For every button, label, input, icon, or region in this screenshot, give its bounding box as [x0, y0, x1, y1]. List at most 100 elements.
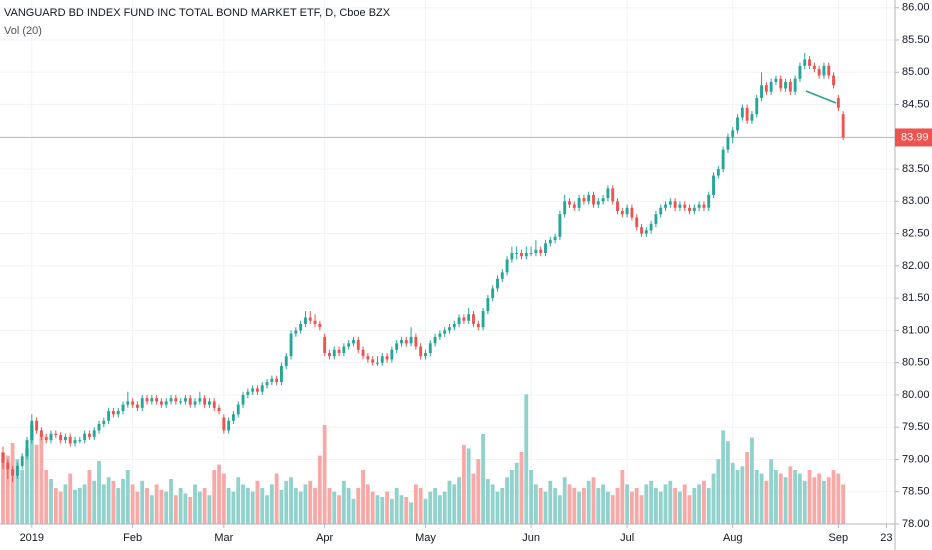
candle-body: [256, 388, 259, 392]
volume-bar: [461, 444, 466, 524]
y-tick-label: 78.00: [902, 518, 930, 530]
candle-body: [78, 440, 82, 442]
candle-body: [207, 401, 211, 405]
candle-body: [376, 362, 379, 364]
volume-bar: [337, 495, 341, 524]
candle-body: [548, 240, 552, 244]
candle-body: [241, 394, 245, 405]
volume-bar: [601, 484, 606, 524]
y-tick-label: 85.50: [902, 34, 930, 46]
volume-bar: [692, 488, 697, 524]
volume-bar: [524, 394, 529, 524]
volume-bar: [615, 488, 620, 524]
volume-bar: [754, 470, 759, 524]
volume-bar: [505, 477, 510, 524]
volume-bar: [97, 461, 101, 524]
volume-bar: [629, 491, 634, 524]
candle-body: [630, 207, 634, 218]
volume-bar: [241, 484, 245, 524]
candle-body: [59, 434, 63, 441]
candle-body: [121, 404, 125, 412]
volume-bar: [39, 434, 44, 524]
candle-body: [611, 188, 615, 202]
candle-body: [563, 201, 567, 215]
volume-bar: [289, 477, 293, 524]
volume-bar: [44, 470, 49, 524]
candle-body: [49, 433, 53, 441]
volume-bar: [5, 455, 10, 524]
candle-body: [438, 333, 442, 337]
volume-bar: [509, 470, 514, 524]
volume-bar: [260, 488, 265, 524]
candle-body: [352, 340, 355, 344]
y-tick-label: 85.00: [902, 66, 930, 78]
volume-bar: [101, 484, 106, 524]
volume-bar: [380, 497, 385, 524]
volume-bar: [788, 466, 793, 524]
candle-body: [524, 252, 528, 257]
candle-body: [774, 78, 778, 82]
candle-body: [712, 175, 715, 195]
candle-body: [721, 149, 725, 170]
volume-bar: [529, 470, 534, 524]
y-tick-label: 86.00: [902, 2, 930, 14]
candle-body: [529, 252, 533, 254]
candle-body: [385, 356, 389, 360]
candle-body: [145, 398, 149, 402]
candle-body: [496, 278, 499, 289]
candle-body: [183, 398, 187, 402]
candle-body: [83, 433, 87, 441]
candle-body: [428, 343, 432, 353]
volume-bar: [817, 473, 822, 524]
candle-body: [198, 398, 202, 402]
candle-body: [102, 420, 106, 424]
volume-bar: [250, 491, 255, 524]
candle-body: [212, 401, 216, 408]
candle-body: [63, 436, 67, 441]
volume-bar: [740, 466, 745, 524]
volume-bar: [836, 473, 841, 524]
volume-bar: [702, 480, 706, 524]
volume-bar: [802, 480, 807, 524]
candle-body: [659, 207, 663, 215]
volume-bar: [418, 488, 423, 524]
candle-body: [289, 333, 293, 357]
y-tick-label: 82.00: [902, 260, 930, 272]
candle-body: [649, 223, 653, 231]
candle-body: [11, 469, 15, 476]
volume-bar: [389, 498, 394, 524]
candle-body: [779, 78, 783, 89]
volume-bar: [519, 452, 524, 524]
x-tick-label: Mar: [214, 532, 233, 544]
volume-bar: [370, 491, 375, 524]
candle-body: [1, 453, 5, 463]
candle-body: [544, 243, 547, 253]
volume-bar: [581, 488, 586, 524]
volume-bar: [538, 488, 543, 524]
volume-bar: [620, 470, 625, 524]
candle-body: [457, 317, 461, 324]
y-tick-label: 81.00: [902, 324, 930, 336]
volume-bar: [269, 484, 274, 524]
volume-bar: [774, 470, 778, 524]
volume-bar: [653, 488, 658, 524]
candle-body: [707, 194, 711, 208]
x-tick-label: Aug: [723, 532, 743, 544]
volume-bar: [428, 491, 433, 524]
candle-body: [361, 349, 365, 357]
candle-body: [592, 194, 595, 205]
x-tick-label: Jul: [620, 532, 634, 544]
candle-body: [539, 249, 543, 253]
volume-bar: [202, 488, 207, 524]
candle-body: [366, 356, 370, 360]
volume-bar: [73, 489, 77, 524]
volume-bar: [293, 488, 298, 524]
volume-bar: [514, 462, 519, 524]
candle-body: [222, 417, 226, 431]
volume-bar: [783, 477, 788, 524]
candle-body: [755, 98, 759, 115]
candle-body: [760, 85, 763, 99]
volume-bar: [130, 484, 135, 524]
trend-line-drawing[interactable]: [805, 90, 837, 104]
candle-body: [390, 349, 394, 360]
